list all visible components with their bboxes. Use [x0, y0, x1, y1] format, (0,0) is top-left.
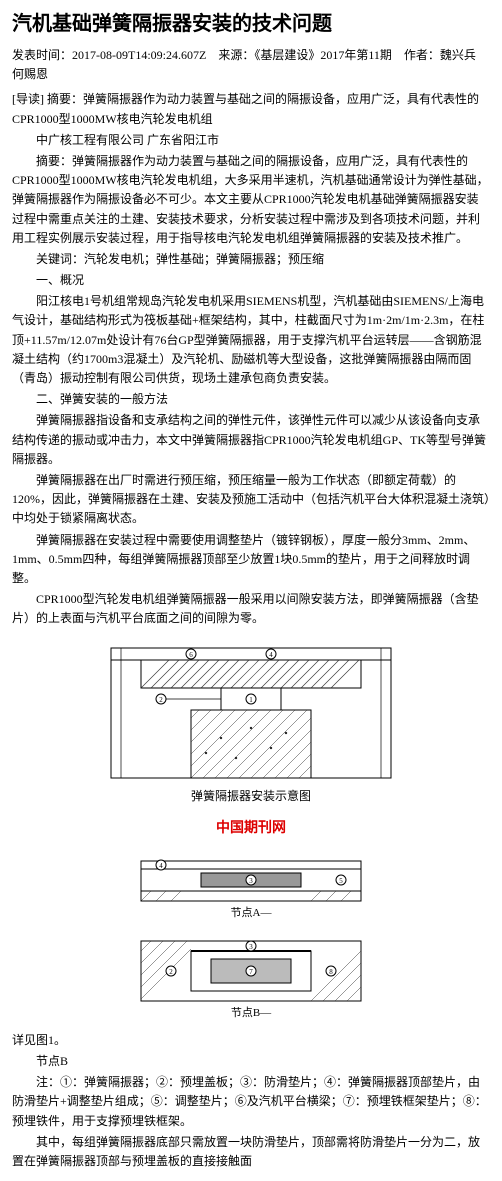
- svg-text:3: 3: [249, 943, 253, 951]
- figure-caption: 弹簧隔振器安装示意图: [191, 788, 311, 803]
- watermark-text: 中国期刊网: [12, 818, 490, 840]
- node-b-diagram: 2 7 8 3 节点B—: [101, 931, 401, 1021]
- section-2-p1: 弹簧隔振器指设备和支承结构之间的弹性元件，该弹性元件可以减少从该设备向支承结构传…: [12, 411, 490, 469]
- svg-text:8: 8: [329, 968, 333, 976]
- lead-text: [导读] 摘要：弹簧隔振器作为动力装置与基础之间的隔振设备，应用广泛，具有代表性…: [12, 90, 490, 128]
- main-figure: 6 4 1 2 弹簧隔振器安装示意图: [12, 638, 490, 808]
- keywords-label: 关键词：: [36, 252, 84, 266]
- svg-text:7: 7: [249, 968, 253, 976]
- svg-text:节点A—: 节点A—: [231, 906, 273, 919]
- section-2-p3: 弹簧隔振器在安装过程中需要使用调整垫片（镀锌钢板），厚度一般分3mm、2mm、1…: [12, 531, 490, 589]
- keywords: 关键词：汽轮发电机；弹性基础；弹簧隔振器；预压缩: [12, 250, 490, 269]
- page-title: 汽机基础弹簧隔振器安装的技术问题: [12, 8, 490, 40]
- detail-a-figure: 4 3 5 节点A—: [12, 851, 490, 921]
- footnote: 注：①：弹簧隔振器；②：预埋盖板；③：防滑垫片；④：弹簧隔振器顶部垫片，由防滑垫…: [12, 1073, 490, 1131]
- section-1-head: 一、概况: [12, 271, 490, 290]
- section-2-p2: 弹簧隔振器在出厂时需进行预压缩，预压缩量一般为工作状态（即额定荷载）的120%，…: [12, 471, 490, 529]
- svg-text:6: 6: [189, 651, 193, 659]
- detail-b-figure: 2 7 8 3 节点B—: [12, 931, 490, 1021]
- section-2-head: 二、弹簧安装的一般方法: [12, 390, 490, 409]
- meta-line: 发表时间：2017-08-09T14:09:24.607Z 来源：《基层建设》2…: [12, 46, 490, 84]
- abstract: 摘要：弹簧隔振器作为动力装置与基础之间的隔振设备，应用广泛，具有代表性的CPR1…: [12, 152, 490, 248]
- keywords-text: 汽轮发电机；弹性基础；弹簧隔振器；预压缩: [84, 252, 324, 266]
- svg-text:4: 4: [269, 651, 273, 659]
- affiliation: 中广核工程有限公司 广东省阳江市: [12, 131, 490, 150]
- node-a-diagram: 4 3 5 节点A—: [101, 851, 401, 921]
- svg-text:节点B—: 节点B—: [231, 1006, 272, 1019]
- footnote-2: 其中，每组弹簧隔振器底部只需放置一块防滑垫片，顶部需将防滑垫片一分为二，放置在弹…: [12, 1133, 490, 1171]
- detail-see: 详见图1。: [12, 1031, 490, 1050]
- svg-text:2: 2: [159, 696, 163, 704]
- elevation-diagram: 6 4 1 2 弹簧隔振器安装示意图: [91, 638, 411, 808]
- svg-text:2: 2: [169, 968, 173, 976]
- svg-text:5: 5: [339, 877, 343, 885]
- svg-text:4: 4: [159, 862, 163, 870]
- svg-text:1: 1: [249, 696, 253, 704]
- node-b-head: 节点B: [12, 1052, 490, 1071]
- svg-text:3: 3: [249, 877, 253, 885]
- section-1-p1: 阳江核电1号机组常规岛汽轮发电机采用SIEMENS机型，汽机基础由SIEMENS…: [12, 292, 490, 388]
- section-2-p4: CPR1000型汽轮发电机组弹簧隔振器一般采用以间隙安装方法，即弹簧隔振器（含垫…: [12, 590, 490, 628]
